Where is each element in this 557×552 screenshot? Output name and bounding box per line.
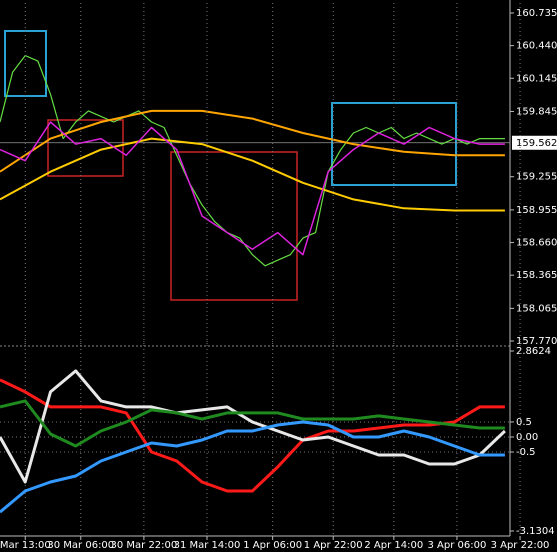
series-line [0, 109, 505, 173]
series-line [0, 378, 505, 493]
last-price-box [512, 135, 557, 150]
x-tick-label: Mar 13:00 [0, 540, 51, 551]
y-tick-label: 160.145 [516, 73, 557, 84]
series-line [0, 55, 505, 267]
y-tick-label: 0.00 [516, 432, 538, 443]
y-tick-label: 158.065 [516, 303, 557, 314]
y-tick-label: 2.8624 [516, 346, 551, 357]
series-line [0, 369, 506, 484]
series-line [0, 420, 505, 514]
x-tick-label: 1 Apr 06:00 [243, 540, 302, 551]
x-tick-label: 1 Apr 22:00 [304, 540, 363, 551]
y-tick-label: 160.440 [516, 41, 557, 52]
y-tick-label: 158.365 [516, 270, 557, 281]
y-tick-label: 159.255 [516, 172, 557, 183]
y-tick-label: 157.770 [516, 336, 557, 347]
x-tick-label: 2 Apr 14:00 [364, 540, 423, 551]
y-tick-label: 159.845 [516, 106, 557, 117]
x-tick-label: 3 Apr 06:00 [428, 540, 487, 551]
y-tick-label: 158.660 [516, 238, 557, 249]
x-tick-label: 31 Mar 14:00 [174, 540, 241, 551]
series-line [0, 121, 505, 256]
zone-box [47, 119, 124, 177]
y-tick-label: -3.1304 [516, 526, 555, 537]
series-line [0, 137, 505, 212]
x-tick-label: 30 Mar 06:00 [47, 540, 114, 551]
y-tick-label: -0.5 [516, 447, 536, 458]
y-tick-label: 160.735 [516, 8, 557, 19]
x-tick-label: 3 Apr 22:00 [491, 540, 550, 551]
x-tick-label: 30 Mar 22:00 [111, 540, 178, 551]
last-price-label: 159.562 [516, 138, 557, 149]
y-tick-label: 0.5 [516, 417, 532, 428]
zone-box [170, 151, 298, 301]
y-tick-label: 158.955 [516, 205, 557, 216]
series-line [0, 399, 505, 448]
